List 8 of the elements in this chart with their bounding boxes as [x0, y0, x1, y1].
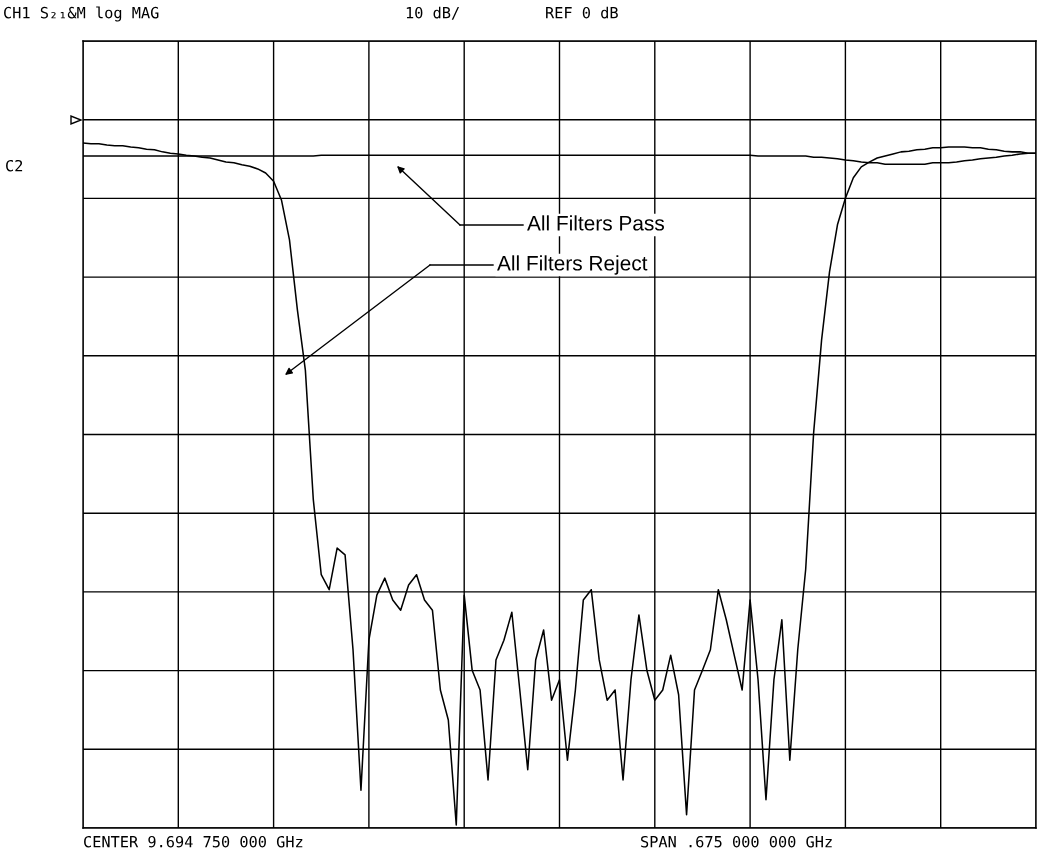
- text: 10 dB/: [406, 6, 460, 20]
- text: C2: [6, 159, 23, 172]
- text: CENTER 9.694 750 000 GHz: [84, 835, 303, 848]
- text: REF 0 dB: [546, 6, 618, 19]
- annotation: All Filters Pass: [527, 215, 664, 231]
- text: SPAN .675 000 000 GHz: [641, 835, 832, 848]
- annotation: All Filters Reject: [497, 255, 648, 275]
- chart-title: CH1 S₂₁&M log MAG: [4, 6, 159, 22]
